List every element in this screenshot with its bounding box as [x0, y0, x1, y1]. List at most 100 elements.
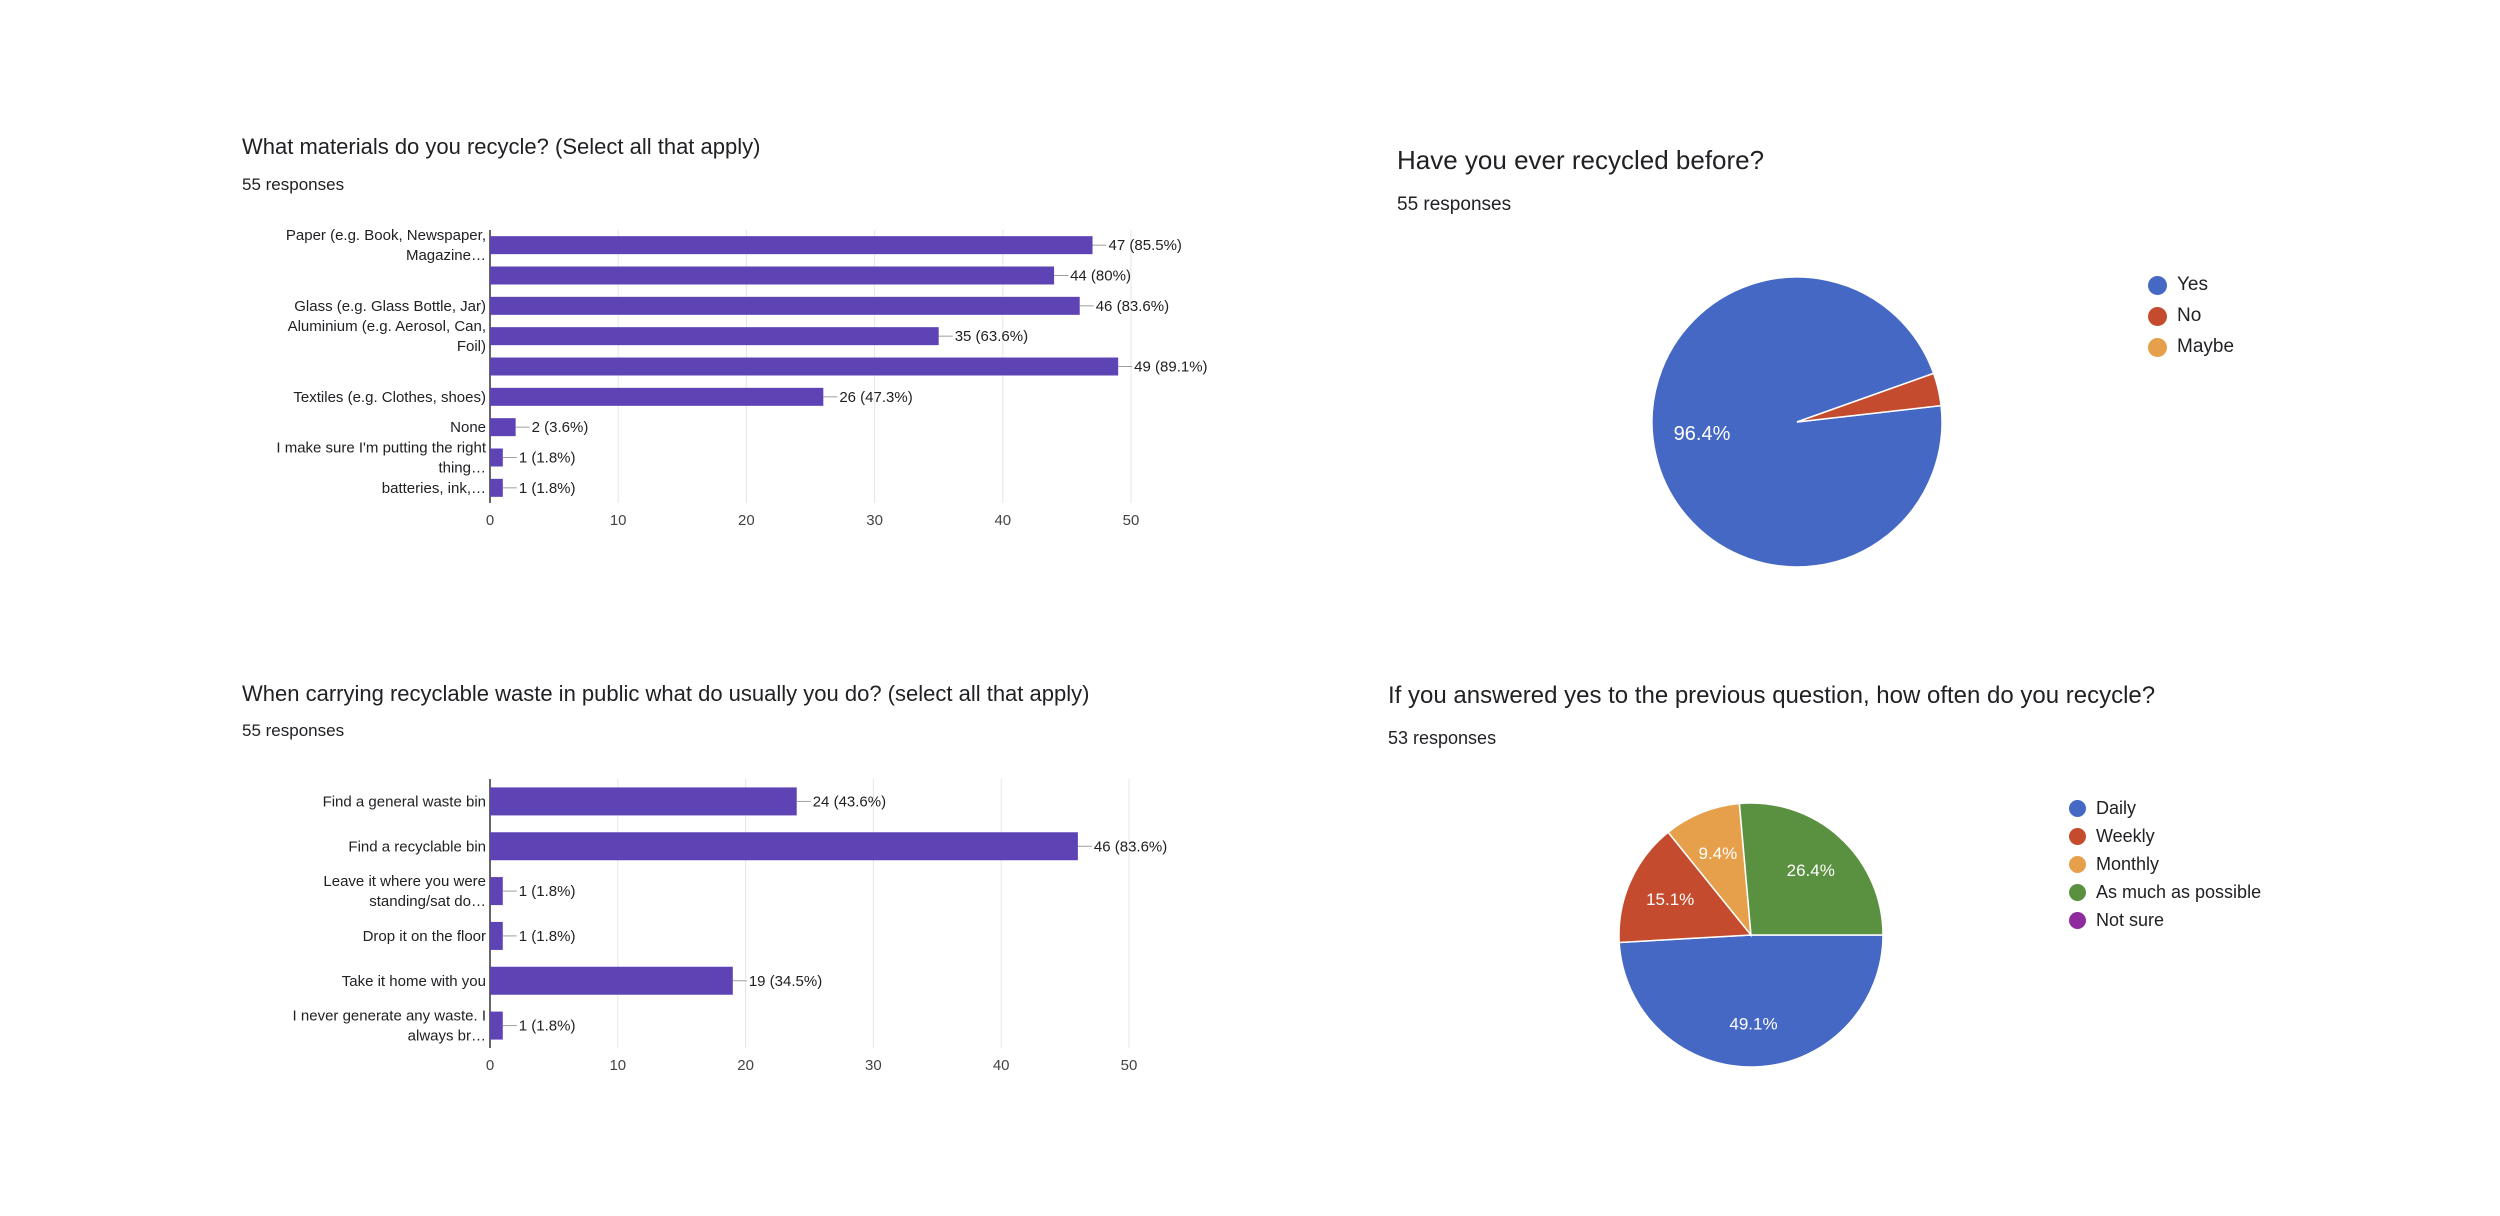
- data-label: 1 (1.8%): [519, 450, 576, 467]
- x-tick-label: 40: [993, 1057, 1010, 1074]
- legend-label: Daily: [2096, 798, 2137, 818]
- category-label: Aluminium (e.g. Aerosol, Can,: [288, 318, 486, 335]
- category-label: Paper (e.g. Book, Newspaper,: [286, 227, 486, 244]
- category-label: always br…: [408, 1028, 486, 1045]
- legend-item-yes: Yes: [2148, 274, 2208, 296]
- category-label: Drop it on the floor: [363, 928, 486, 945]
- category-label: batteries, ink,…: [382, 480, 486, 497]
- pie-slice: [1618, 934, 1884, 1068]
- legend-swatch-yes: [2148, 275, 2167, 295]
- public-waste-chart-title: When carrying recyclable waste in public…: [242, 681, 1090, 706]
- x-tick-label: 10: [610, 512, 627, 529]
- data-label: 46 (83.6%): [1096, 298, 1169, 315]
- x-tick-label: 10: [609, 1057, 626, 1074]
- legend-swatch-weekly: [2069, 828, 2086, 845]
- public-waste-response-count: 55 responses: [242, 721, 345, 740]
- pie-slice: [1796, 372, 1942, 423]
- category-label: Find a general waste bin: [323, 793, 486, 810]
- legend-label: Maybe: [2177, 336, 2235, 357]
- legend-swatch-maybe: [2148, 337, 2167, 357]
- x-tick-label: 40: [994, 512, 1011, 529]
- bar: [490, 966, 733, 995]
- x-tick-label: 50: [1123, 512, 1140, 529]
- materials-chart-title: What materials do you recycle? (Select a…: [242, 134, 761, 159]
- legend-item-not-sure: Not sure: [2069, 910, 2164, 931]
- pie-slice: [1667, 802, 1752, 938]
- pie-slice: [1738, 802, 1884, 936]
- category-label: Textiles (e.g. Clothes, shoes): [293, 389, 486, 406]
- data-label: 1 (1.8%): [519, 1018, 576, 1035]
- category-label: Glass (e.g. Glass Bottle, Jar): [294, 298, 486, 315]
- frequency-response-count: 53 responses: [1388, 728, 1497, 748]
- category-label: I never generate any waste. I: [293, 1008, 486, 1025]
- data-label: 46 (83.6%): [1094, 838, 1167, 855]
- bar: [490, 296, 1080, 315]
- bar: [490, 478, 503, 497]
- pie-slice-label: 49.1%: [1729, 1014, 1777, 1033]
- legend-item-weekly: Weekly: [2069, 826, 2155, 847]
- bar: [490, 418, 516, 437]
- bar: [490, 387, 824, 406]
- legend-item-as-much-as-possible: As much as possible: [2069, 882, 2261, 903]
- bar: [490, 266, 1055, 285]
- category-label: Foil): [457, 338, 486, 355]
- data-label: 2 (3.6%): [532, 419, 589, 436]
- category-label: Take it home with you: [342, 973, 486, 990]
- bar: [490, 1011, 503, 1040]
- data-label: 47 (85.5%): [1109, 237, 1182, 254]
- category-label: Leave it where you were: [323, 873, 486, 890]
- pie-slice-label: 15.1%: [1646, 890, 1694, 909]
- pie-slice-label: 26.4%: [1787, 861, 1835, 880]
- data-label: 19 (34.5%): [749, 973, 822, 990]
- x-tick-label: 0: [486, 1057, 494, 1074]
- x-tick-label: 50: [1121, 1057, 1138, 1074]
- legend-label: Weekly: [2096, 826, 2155, 846]
- legend-item-no: No: [2148, 305, 2201, 327]
- x-tick-label: 20: [738, 512, 755, 529]
- bar: [490, 327, 939, 346]
- legend-item-monthly: Monthly: [2069, 854, 2159, 875]
- legend-item-daily: Daily: [2069, 798, 2136, 819]
- x-tick-label: 0: [486, 512, 494, 529]
- x-tick-label: 30: [865, 1057, 882, 1074]
- data-label: 1 (1.8%): [519, 480, 576, 497]
- legend-label: Not sure: [2096, 910, 2165, 930]
- legend-swatch-not-sure: [2069, 912, 2086, 929]
- data-label: 1 (1.8%): [519, 883, 576, 900]
- legend-swatch-daily: [2069, 800, 2086, 817]
- category-label: I make sure I'm putting the right: [276, 440, 486, 457]
- bar: [490, 448, 503, 467]
- legend-label: As much as possible: [2096, 882, 2262, 902]
- ever-recycled-response-count: 55 responses: [1397, 194, 1512, 215]
- materials-response-count: 55 responses: [242, 175, 345, 194]
- pie-slice: [1618, 831, 1753, 944]
- category-label: Magazine…: [406, 247, 486, 264]
- data-label: 26 (47.3%): [839, 389, 912, 406]
- legend-swatch-as-much-as-possible: [2069, 884, 2086, 901]
- data-label: 1 (1.8%): [519, 928, 576, 945]
- bar: [490, 877, 503, 906]
- data-label: 49 (89.1%): [1134, 359, 1207, 376]
- pie-slice-label: 96.4%: [1674, 423, 1731, 445]
- legend-swatch-no: [2148, 306, 2167, 326]
- frequency-chart-title: If you answered yes to the previous ques…: [1388, 682, 2156, 709]
- legend-label: No: [2177, 305, 2202, 326]
- legend-label: Yes: [2177, 274, 2208, 295]
- bar: [490, 832, 1078, 861]
- category-label: standing/sat do…: [369, 893, 486, 910]
- bar: [490, 236, 1093, 255]
- data-label: 35 (63.6%): [955, 328, 1028, 345]
- pie-slice-label: 9.4%: [1699, 844, 1738, 863]
- legend-item-maybe: Maybe: [2148, 336, 2234, 358]
- category-label: None: [450, 419, 486, 436]
- data-label: 44 (80%): [1070, 268, 1131, 285]
- x-tick-label: 30: [866, 512, 883, 529]
- legend-label: Monthly: [2096, 854, 2160, 874]
- category-label: thing…: [438, 460, 486, 477]
- data-label: 24 (43.6%): [813, 793, 886, 810]
- bar: [490, 787, 797, 816]
- bar: [490, 357, 1119, 376]
- legend-swatch-monthly: [2069, 856, 2086, 873]
- x-tick-label: 20: [737, 1057, 754, 1074]
